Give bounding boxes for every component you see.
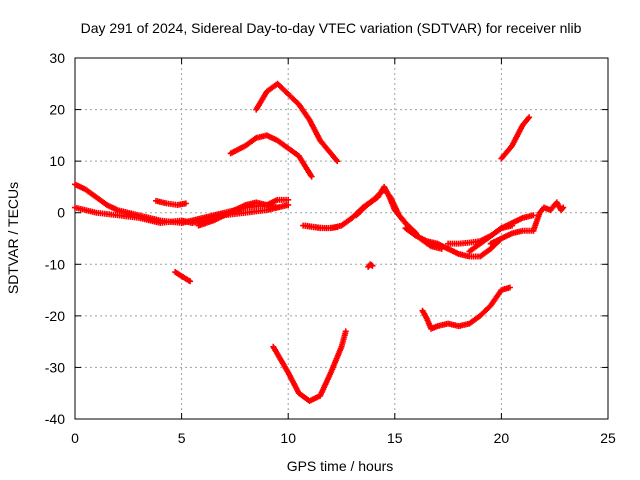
data-point-marker	[182, 200, 189, 207]
grid-lines	[75, 58, 608, 419]
y-axis-label: SDTVAR / TECUs	[5, 182, 21, 294]
plot-frame	[74, 57, 609, 420]
data-point-marker	[526, 114, 533, 121]
y-tick-label: -30	[45, 359, 65, 375]
x-tick-label: 10	[280, 430, 296, 446]
y-tick-label: 10	[49, 153, 65, 169]
data-point-marker	[274, 204, 281, 211]
y-tick-label: 0	[57, 205, 65, 221]
data-point-marker	[506, 284, 513, 291]
series-trace-g	[227, 132, 315, 180]
x-tick-label: 5	[178, 430, 186, 446]
series-trace-s	[270, 328, 349, 404]
x-axis-label: GPS time / hours	[287, 458, 394, 474]
series-trace-r	[498, 114, 533, 162]
series-trace-k	[365, 261, 376, 270]
series-trace-n	[466, 212, 537, 255]
data-markers	[72, 80, 567, 404]
series-trace-i	[302, 222, 341, 232]
series-trace-f	[253, 80, 341, 165]
data-point-marker	[285, 201, 292, 208]
data-point-marker	[334, 224, 341, 231]
series-trace-e	[195, 199, 281, 229]
series-trace-p	[530, 199, 567, 234]
x-tick-label: 25	[600, 430, 616, 446]
series-trace-j	[353, 183, 420, 237]
x-tick-label: 15	[387, 430, 403, 446]
series-trace-c	[153, 197, 189, 208]
data-point-marker	[342, 328, 349, 335]
data-point-marker	[530, 212, 537, 219]
data-point-marker	[308, 173, 315, 180]
data-point-marker	[369, 262, 376, 269]
data-point-marker	[560, 204, 567, 211]
x-tick-label: 0	[71, 430, 79, 446]
chart-title: Day 291 of 2024, Sidereal Day-to-day VTE…	[81, 20, 582, 36]
data-point-marker	[334, 158, 341, 165]
series-trace-b	[72, 201, 292, 227]
y-tick-label: -20	[45, 308, 65, 324]
series-trace-l	[402, 225, 505, 260]
y-tick-label: 20	[49, 102, 65, 118]
series-trace-q	[419, 284, 513, 332]
axis-ticks: 0 5 10 15 20 25 -40 -30 -20 -10 0 10 20 30	[45, 50, 616, 446]
series-trace-d	[172, 269, 194, 285]
y-tick-label: 30	[49, 50, 65, 66]
y-tick-label: -40	[45, 411, 65, 427]
x-tick-label: 20	[494, 430, 510, 446]
data-point-marker	[285, 196, 292, 203]
data-point-marker	[187, 278, 194, 285]
y-tick-label: -10	[45, 256, 65, 272]
